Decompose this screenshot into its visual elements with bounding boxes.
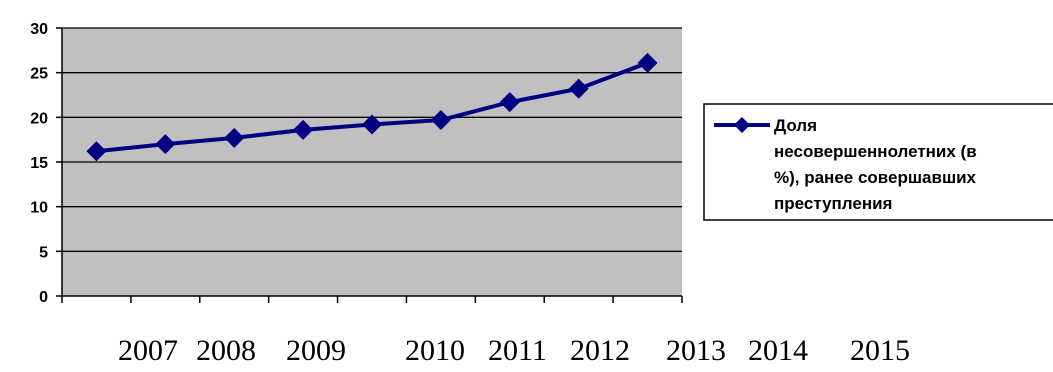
y-tick-label-20: 20: [30, 110, 48, 127]
data-point-2012: [430, 110, 451, 131]
data-point-2007: [86, 141, 107, 162]
y-tick-label-15: 15: [30, 155, 48, 172]
data-point-2014: [568, 78, 589, 99]
legend-label-line-4: преступления: [774, 194, 892, 213]
x-label-2015: 2015: [850, 334, 910, 367]
x-label-2011: 2011: [488, 334, 547, 367]
x-label-2007: 2007: [118, 334, 178, 367]
x-label-2010: 2010: [405, 334, 465, 367]
data-point-2010: [293, 119, 314, 140]
y-tick-label-0: 0: [39, 289, 48, 306]
legend-label-line-2: несовершеннолетних (в: [774, 142, 977, 161]
data-point-2011: [362, 114, 382, 135]
y-tick-label-25: 25: [30, 66, 48, 83]
y-tick-label-5: 5: [39, 244, 48, 261]
legend-label-line-3: %), ранее совершавших: [774, 168, 977, 187]
x-label-2014: 2014: [748, 334, 808, 367]
legend: Доля несовершеннолетних (в %), ранее сов…: [703, 103, 1053, 221]
x-year-labels: 2007 2008 2009 2010 2011 2012 2013 2014 …: [118, 334, 910, 367]
x-label-2013: 2013: [666, 334, 726, 367]
series-line: [86, 52, 658, 162]
x-label-2008: 2008: [196, 334, 256, 367]
x-label-2009: 2009: [286, 334, 346, 367]
y-axis: 0 5 10 15 20 25 30: [30, 21, 62, 306]
data-point-2009: [224, 127, 245, 148]
y-tick-label-10: 10: [30, 200, 48, 217]
x-axis-ticks: [61, 296, 683, 303]
y-tick-label-30: 30: [30, 21, 48, 38]
data-point-2008: [155, 134, 176, 155]
x-label-2012: 2012: [570, 334, 630, 367]
legend-label-line-1: Доля: [774, 116, 817, 135]
data-point-2015: [637, 52, 658, 73]
legend-swatch-marker: [734, 117, 750, 133]
data-point-2013: [499, 92, 520, 113]
